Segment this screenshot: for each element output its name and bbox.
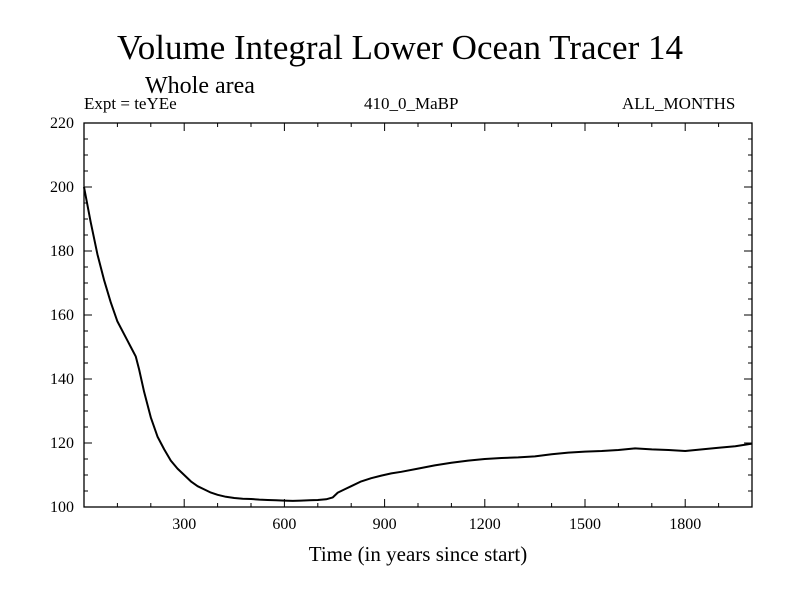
experiment-label: Expt = teYEe (84, 94, 177, 113)
series-line (83, 186, 753, 502)
chart-subtitle: Whole area (145, 73, 255, 99)
x-tick-label: 1500 (569, 516, 601, 533)
run-label: 410_0_MaBP (364, 94, 459, 113)
y-tick-label: 200 (50, 179, 74, 196)
x-tick-label: 600 (272, 516, 296, 533)
chart-title: Volume Integral Lower Ocean Tracer 14 (117, 28, 683, 67)
x-tick-label: 300 (172, 516, 196, 533)
y-tick-label: 140 (50, 371, 74, 388)
y-tick-label: 120 (50, 435, 74, 452)
y-tick-label: 160 (50, 307, 74, 324)
y-tick-label: 100 (50, 499, 74, 516)
x-axis-label: Time (in years since start) (308, 542, 528, 566)
x-tick-label: 1800 (669, 516, 701, 533)
y-tick-label: 220 (50, 115, 74, 132)
x-tick-label: 1200 (469, 516, 501, 533)
x-tick-label: 900 (373, 516, 397, 533)
y-tick-label: 180 (50, 243, 74, 260)
months-label: ALL_MONTHS (622, 94, 736, 113)
